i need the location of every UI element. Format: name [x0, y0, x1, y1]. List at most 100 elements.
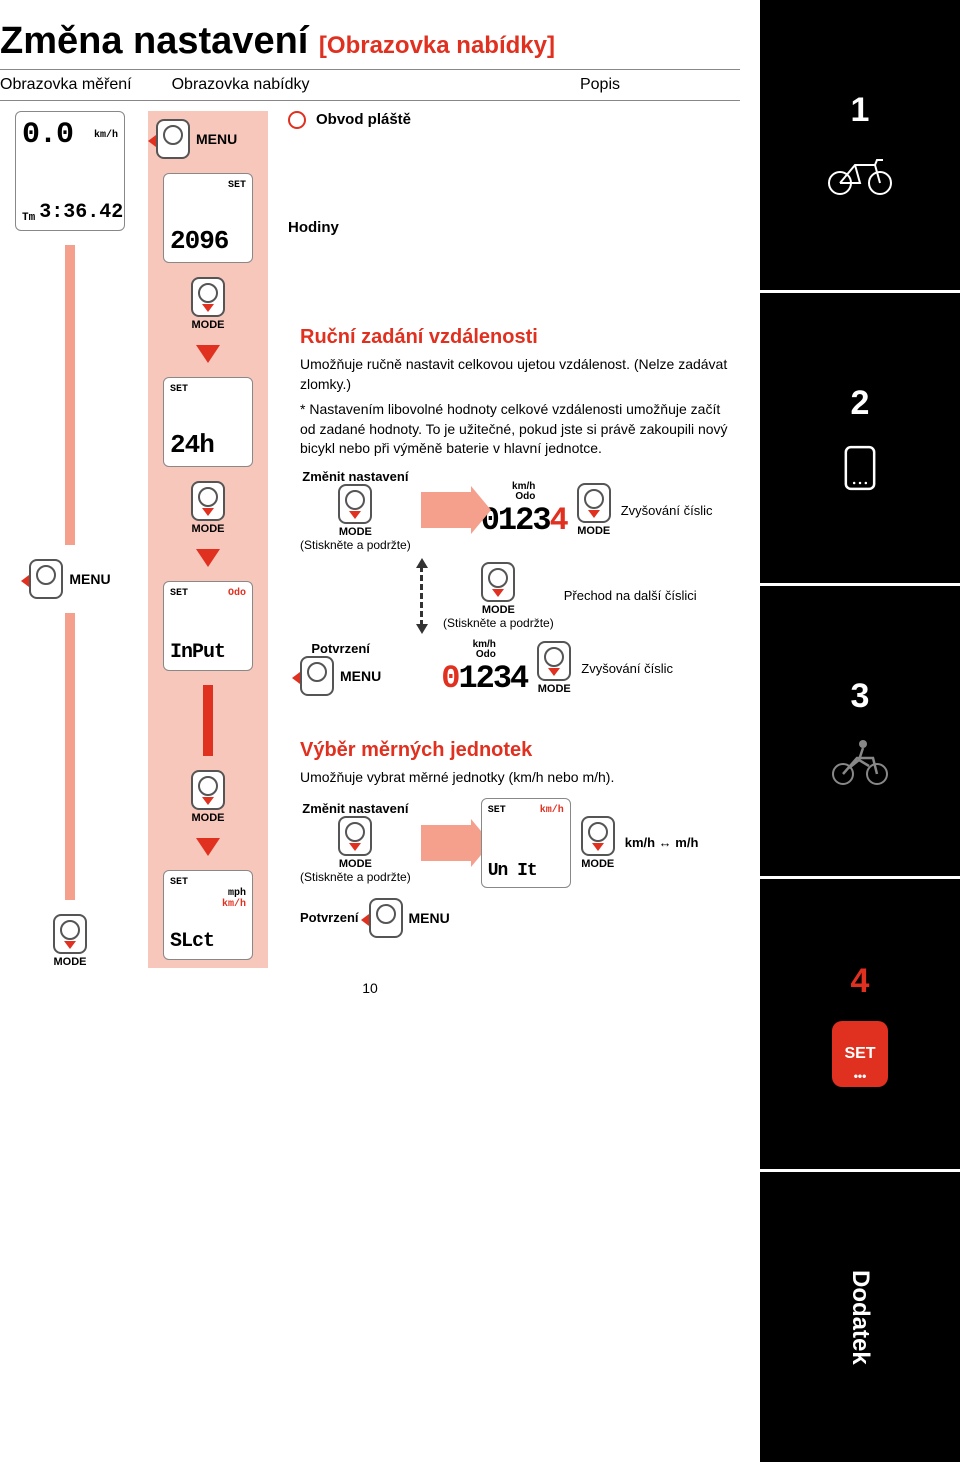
mph-label: mph [228, 888, 246, 899]
menu-label: MENU [196, 131, 237, 147]
distance-p2: * Nastavením libovolné hodnoty celkové v… [300, 400, 728, 459]
arrow-right-icon [421, 492, 471, 528]
button-icon [53, 914, 87, 954]
sidebar-item-3[interactable]: 3 [760, 586, 960, 879]
unit-screen: SET mph km/h SLct [163, 870, 253, 960]
col-measure: Obrazovka měření [0, 76, 132, 94]
change-setting-row: Změnit nastavení MODE (Stiskněte a podrž… [300, 469, 728, 552]
set-label: SET [170, 588, 188, 599]
unit-value: SLct [170, 930, 246, 953]
dashed-arrow-icon [420, 566, 423, 626]
kmh-label: km/h [540, 805, 564, 816]
mode-label: MODE [339, 526, 372, 538]
clock-value: 24h [170, 430, 246, 460]
kmh-label: km/h [222, 899, 246, 910]
confirm-row: Potvrzení MENU km/h Odo [300, 640, 728, 697]
odo-display-1: 01234 [481, 502, 567, 539]
mode-button-3[interactable]: MODE [191, 770, 225, 824]
mode-label: MODE [482, 604, 515, 616]
menu-button-1[interactable]: MENU [29, 559, 110, 599]
mode-button-inc[interactable]: MODE [577, 483, 611, 537]
column-headers: Obrazovka měření Obrazovka nabídky Popis [0, 69, 740, 101]
mode-button-1[interactable]: MODE [191, 277, 225, 331]
units-title: Výběr měrných jednotek [300, 739, 728, 762]
next-digit-row: MODE (Stiskněte a podržte) Přechod na da… [300, 562, 728, 630]
change-label: Změnit nastavení [302, 469, 408, 484]
button-icon [300, 656, 334, 696]
time-value: 3:36.42 [39, 201, 123, 224]
button-icon [29, 559, 63, 599]
menu-label: MENU [340, 668, 381, 684]
mode-button-inc-2[interactable]: MODE [537, 641, 571, 695]
mode-hold-button-2[interactable]: MODE [481, 562, 515, 616]
toggle-label: km/h ↔ m/h [625, 835, 699, 850]
odo-label: Odo [228, 588, 246, 599]
title-main: Změna nastavení [0, 20, 308, 62]
button-icon [581, 816, 615, 856]
mode-label: MODE [339, 858, 372, 870]
mode-label: MODE [538, 683, 571, 695]
clock-label: Hodiny [288, 219, 740, 236]
description-column: Obvod pláště Hodiny Ruční zadání vzdálen… [276, 111, 740, 968]
circ-value: 2096 [170, 226, 246, 256]
confirm-label: Potvrzení [311, 641, 370, 656]
button-icon [191, 770, 225, 810]
hold-label-3: (Stiskněte a podržte) [300, 870, 411, 884]
arrow-down-icon [196, 838, 220, 856]
cyclist-icon [825, 736, 895, 786]
circumference-label: Obvod pláště [316, 112, 411, 129]
chapter-number: 2 [851, 384, 870, 423]
menu-confirm-button-2[interactable]: MENU [369, 898, 450, 938]
speed-value: 0.0 [22, 118, 73, 152]
appendix-label: Dodatek [846, 1270, 874, 1365]
button-icon [369, 898, 403, 938]
tm-label: Tm [22, 212, 35, 224]
bicycle-icon [825, 150, 895, 200]
clock-screen: SET 24h [163, 377, 253, 467]
menu-label: MENU [409, 910, 450, 926]
odo-screen: SET Odo InPut [163, 581, 253, 671]
speed-unit: km/h [94, 130, 118, 141]
distance-panel: Ruční zadání vzdálenosti Umožňuje ručně … [288, 314, 740, 719]
next-digit-label: Přechod na další číslici [564, 588, 697, 603]
odo-display-2: 01234 [441, 660, 527, 697]
mode-button-left[interactable]: MODE [53, 914, 87, 968]
manual-page: Změna nastavení [Obrazovka nabídky] Obra… [0, 0, 960, 1462]
button-icon [481, 562, 515, 602]
mode-hold-button-3[interactable]: MODE [338, 816, 372, 870]
set-label: SET [488, 805, 506, 816]
col-desc: Popis [580, 76, 620, 94]
arrow-down-icon [196, 345, 220, 363]
button-icon [191, 277, 225, 317]
menu-label: MENU [69, 571, 110, 587]
mode-hold-button[interactable]: MODE [338, 484, 372, 538]
menu-entry-button[interactable]: MENU [156, 119, 237, 159]
sidebar-item-appendix[interactable]: Dodatek [760, 1172, 960, 1462]
mode-button-toggle[interactable]: MODE [581, 816, 615, 870]
measure-device: 0.0 km/h Tm 3:36.42 [15, 111, 125, 231]
sidebar-item-4[interactable]: 4 SET [760, 879, 960, 1172]
set-label: SET [170, 384, 188, 395]
mode-label: MODE [54, 956, 87, 968]
increase-label-2: Zvyšování číslic [581, 661, 673, 676]
menu-confirm-button[interactable]: MENU [300, 656, 381, 696]
chapter-sidebar: 1 2 3 4 SET [760, 0, 960, 1462]
unit-change-label: Změnit nastavení [302, 801, 408, 816]
mode-label: MODE [192, 812, 225, 824]
mode-label: MODE [581, 858, 614, 870]
sidebar-item-2[interactable]: 2 [760, 293, 960, 586]
flow-rail-left-2 [65, 613, 75, 900]
mode-label: MODE [192, 319, 225, 331]
hold-label: (Stiskněte a podržte) [300, 538, 411, 552]
device-icon [825, 443, 895, 493]
flow-diagram: 0.0 km/h Tm 3:36.42 MENU MODE [0, 111, 740, 968]
sidebar-item-1[interactable]: 1 [760, 0, 960, 293]
unit-subscreen: SET km/h Un It [481, 798, 571, 888]
button-icon [338, 816, 372, 856]
page-number: 10 [0, 980, 740, 996]
mode-button-2[interactable]: MODE [191, 481, 225, 535]
set-device-icon: SET [832, 1021, 888, 1087]
units-p1: Umožňuje vybrat měrné jednotky (km/h neb… [300, 768, 728, 788]
chapter-number: 4 [851, 962, 870, 1001]
odo-value: InPut [170, 641, 246, 664]
